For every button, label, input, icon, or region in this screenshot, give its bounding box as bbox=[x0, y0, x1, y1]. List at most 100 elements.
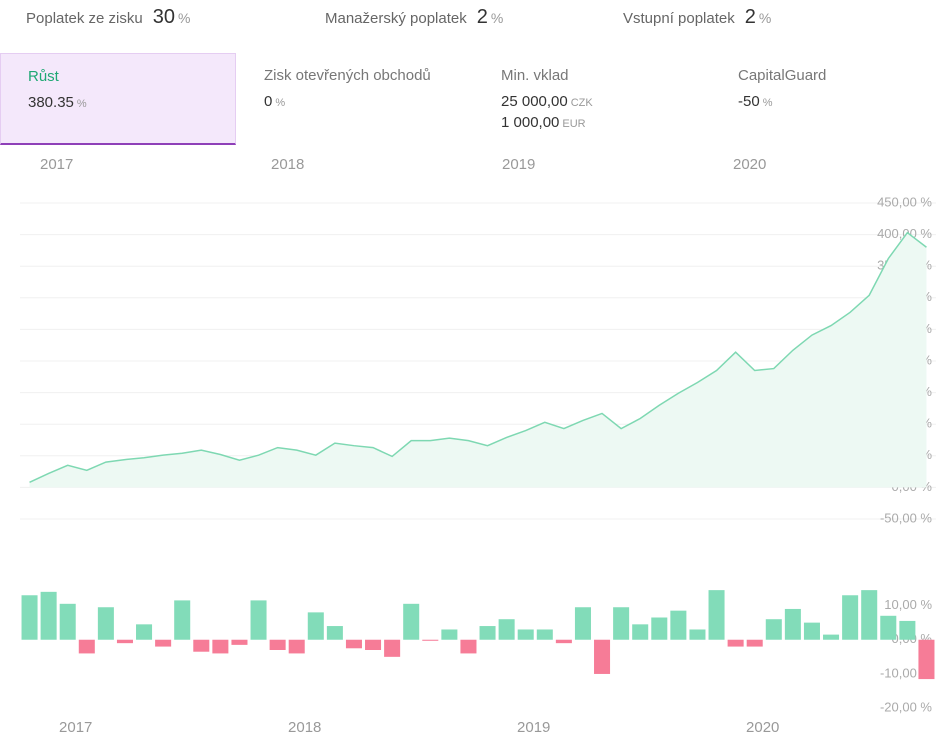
x-tick-label: 2019 bbox=[517, 719, 550, 736]
x-tick-label: 2018 bbox=[288, 719, 321, 736]
stat-unit: % bbox=[275, 97, 286, 109]
fee-value: 2 bbox=[744, 6, 756, 28]
stat-unit: % bbox=[762, 97, 773, 109]
bar bbox=[918, 639, 935, 680]
fees: Poplatek ze zisku 30% Manažerský poplatek 2… bbox=[26, 6, 936, 34]
x-tick-label: 2017 bbox=[59, 719, 92, 736]
bar bbox=[78, 639, 95, 654]
fee-value: 30 bbox=[152, 6, 175, 28]
line bbox=[29, 231, 927, 484]
bar bbox=[727, 639, 744, 647]
bar bbox=[21, 595, 38, 640]
bar bbox=[899, 620, 916, 640]
stat-value: 0 bbox=[264, 93, 273, 110]
stat-line: 0% bbox=[264, 92, 446, 113]
timeline-year[interactable]: 2019 bbox=[502, 156, 536, 173]
bar bbox=[765, 619, 782, 640]
fee-label: Poplatek ze zisku bbox=[26, 10, 143, 27]
stat-label: Zisk otevřených obchodů bbox=[264, 67, 431, 84]
fee-unit: % bbox=[490, 10, 504, 26]
y-tick-label: 450,00 % bbox=[877, 194, 932, 209]
bar bbox=[326, 626, 343, 640]
bar bbox=[689, 629, 706, 640]
stat-label: CapitalGuard bbox=[738, 67, 827, 84]
y-tick-label: -50,00 % bbox=[880, 510, 932, 525]
timeline-year[interactable]: 2020 bbox=[733, 156, 767, 173]
stat-unit: % bbox=[76, 98, 87, 110]
area bbox=[29, 232, 927, 488]
timeline-year[interactable]: 2018 bbox=[271, 156, 305, 173]
bar bbox=[613, 607, 630, 640]
stat-card[interactable]: CapitalGuard -50% bbox=[711, 53, 946, 145]
bar bbox=[536, 629, 553, 640]
stat-line: -50% bbox=[738, 92, 920, 113]
bar bbox=[651, 617, 668, 640]
bar bbox=[116, 639, 133, 644]
bar bbox=[97, 607, 114, 640]
bar bbox=[479, 626, 496, 640]
timeline-year[interactable]: 2017 bbox=[40, 156, 74, 173]
stat-value: 25 000,00 bbox=[501, 93, 568, 110]
bar bbox=[574, 607, 591, 640]
bar bbox=[212, 639, 229, 654]
x-tick-label: 2020 bbox=[746, 719, 779, 736]
y-tick-label: 10,00 % bbox=[884, 597, 932, 612]
fee-unit: % bbox=[758, 10, 772, 26]
bar bbox=[288, 639, 305, 654]
bar bbox=[193, 639, 210, 652]
bar bbox=[136, 624, 153, 640]
bar bbox=[40, 591, 57, 640]
bar bbox=[422, 639, 439, 641]
bar bbox=[155, 639, 172, 647]
stat-line: 380.35% bbox=[28, 93, 208, 114]
bar bbox=[59, 603, 76, 640]
bar bbox=[250, 600, 267, 640]
stat-value: 380.35 bbox=[28, 94, 74, 111]
bar bbox=[594, 639, 611, 674]
stat-card[interactable]: Zisk otevřených obchodů 0% bbox=[237, 53, 473, 145]
bar bbox=[746, 639, 763, 647]
bar bbox=[498, 619, 515, 640]
bar bbox=[842, 595, 859, 640]
stat-card[interactable]: Min. vklad 25 000,00 CZK 1 000,00 EUR bbox=[474, 53, 710, 145]
stat-value: 1 000,00 bbox=[501, 114, 560, 131]
bar bbox=[517, 629, 534, 640]
stat-line: 1 000,00 EUR bbox=[501, 113, 683, 134]
bar bbox=[345, 639, 362, 649]
stat-unit: CZK bbox=[570, 97, 593, 109]
fee-value: 2 bbox=[476, 6, 488, 28]
bar bbox=[384, 639, 401, 657]
bar bbox=[269, 639, 286, 650]
bar bbox=[784, 608, 801, 640]
bar bbox=[670, 610, 687, 640]
bar bbox=[632, 624, 649, 640]
bar bbox=[460, 639, 477, 654]
bar bbox=[823, 634, 840, 640]
bar bbox=[441, 629, 458, 640]
y-tick-label: 400,00 % bbox=[877, 226, 932, 241]
bar bbox=[231, 639, 248, 645]
fee: Manažerský poplatek 2% bbox=[325, 6, 503, 29]
bar bbox=[307, 612, 324, 640]
bar bbox=[403, 603, 420, 640]
stat-label: Min. vklad bbox=[501, 67, 569, 84]
bar bbox=[803, 622, 820, 640]
stat-card[interactable]: Růst 380.35% bbox=[0, 53, 236, 145]
fee: Vstupní poplatek 2% bbox=[623, 6, 771, 29]
fee: Poplatek ze zisku 30% bbox=[26, 6, 190, 29]
bar bbox=[880, 615, 897, 640]
stat-label: Růst bbox=[28, 68, 59, 85]
stat-value: -50 bbox=[738, 93, 760, 110]
stat-line: 25 000,00 CZK bbox=[501, 92, 683, 113]
fee-label: Manažerský poplatek bbox=[325, 10, 467, 27]
stat-unit: EUR bbox=[562, 118, 586, 130]
bar bbox=[861, 590, 878, 640]
bar bbox=[708, 590, 725, 640]
bar bbox=[555, 639, 572, 644]
bar bbox=[365, 639, 382, 650]
y-tick-label: -20,00 % bbox=[880, 700, 932, 715]
fee-unit: % bbox=[177, 10, 191, 26]
bar bbox=[174, 600, 191, 640]
